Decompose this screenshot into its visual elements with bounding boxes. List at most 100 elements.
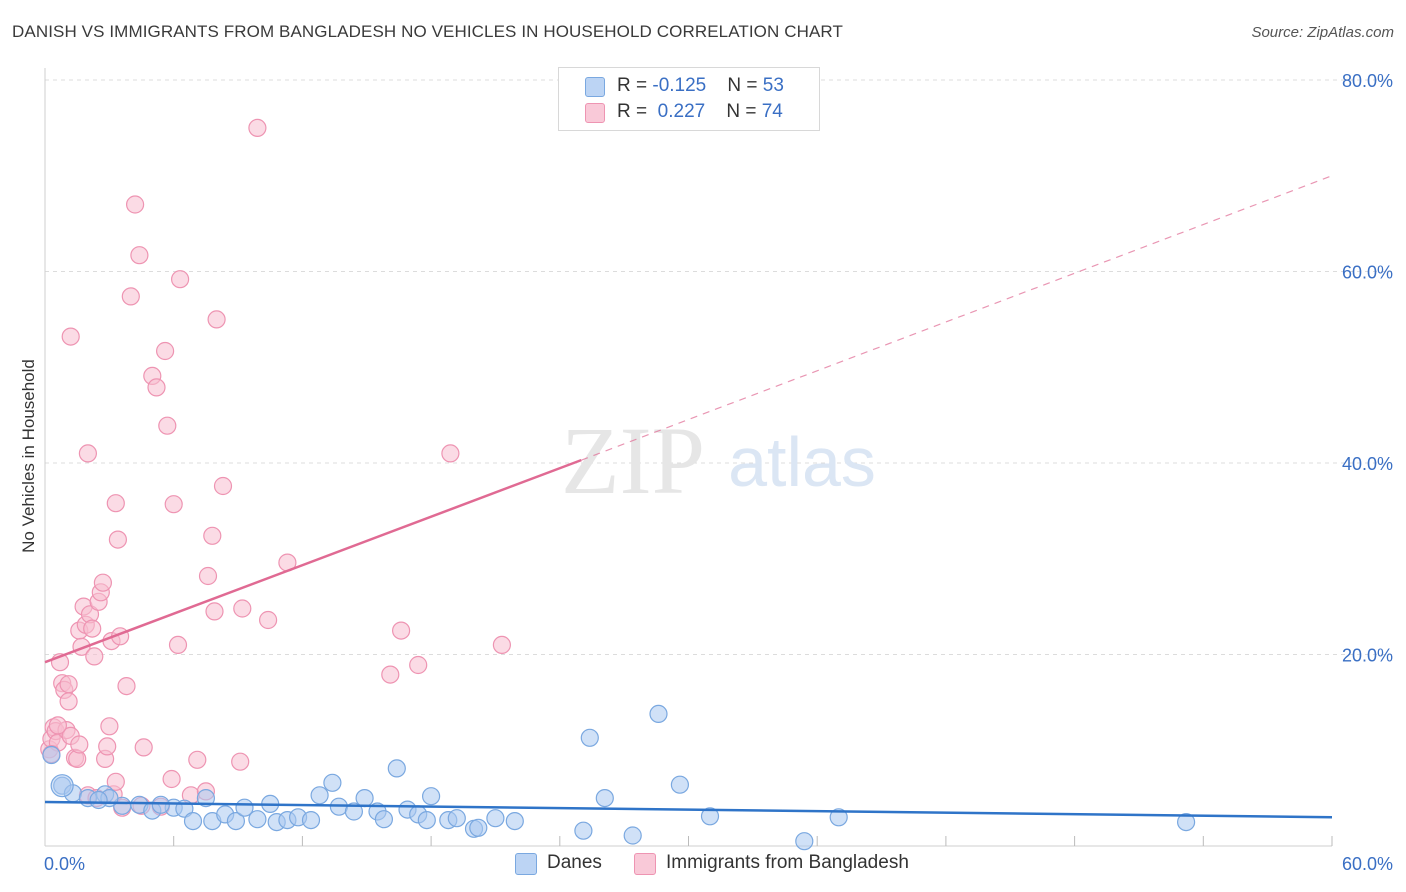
- y-tick-label-3: 80.0%: [1342, 71, 1393, 91]
- source-label[interactable]: Source: ZipAtlas.com: [1251, 24, 1394, 41]
- bangladesh-point-34: [106, 494, 125, 513]
- bangladesh-trend-extension: [581, 175, 1333, 461]
- danes-point-44: [649, 704, 668, 724]
- bangladesh-point-15: [70, 735, 89, 754]
- bangladesh-point-51: [164, 495, 183, 514]
- bangladesh-point-9: [59, 692, 78, 711]
- bangladesh-legend-label: Immigrants from Bangladesh: [666, 852, 909, 873]
- danes-point-23: [323, 773, 342, 792]
- danes-point-14: [226, 811, 245, 831]
- danes-point-51: [151, 795, 170, 814]
- danes-point-39: [505, 811, 524, 831]
- tick-labels: 20.0% 40.0% 60.0% 80.0% 0.0% 60.0%: [44, 71, 1393, 874]
- bangladesh-point-61: [213, 476, 233, 496]
- bangladesh-point-39: [117, 676, 136, 696]
- bangladesh-point-68: [392, 621, 411, 640]
- danes-point-25: [344, 802, 363, 821]
- correlation-legend: R = -0.125 N = 53 R = 0.227 N = 74: [558, 67, 820, 131]
- bangladesh-point-58: [203, 526, 222, 545]
- bangladesh-point-59: [205, 602, 224, 621]
- bangladesh-point-31: [100, 717, 119, 736]
- bangladesh-point-71: [492, 635, 511, 655]
- bangladesh-point-46: [147, 378, 166, 397]
- watermark-atlas: atlas: [728, 423, 876, 501]
- danes-point-46: [700, 807, 720, 826]
- series-bangladesh-points: [40, 118, 511, 817]
- danes-point-26: [355, 788, 374, 808]
- danes-point-29: [387, 759, 406, 778]
- danes-point-21: [301, 810, 321, 830]
- legend-row-bangladesh-text: R = 0.227 N = 74: [617, 101, 783, 122]
- danes-point-52: [89, 790, 108, 810]
- danes-point-42: [595, 788, 614, 808]
- series-danes-points: [42, 704, 1196, 851]
- bangladesh-point-64: [248, 118, 267, 138]
- bangladesh-point-60: [207, 310, 226, 329]
- danes-swatch: [585, 77, 605, 97]
- danes-point-33: [422, 787, 441, 806]
- bangladesh-point-24: [85, 647, 104, 666]
- danes-point-22: [310, 786, 329, 805]
- bangladesh-n-value: 74: [761, 101, 783, 122]
- bangladesh-legend-swatch: [634, 853, 656, 875]
- bangladesh-point-63: [233, 599, 252, 618]
- danes-point-large: [50, 774, 74, 798]
- danes-r-value: -0.125: [652, 75, 707, 96]
- bangladesh-point-49: [158, 416, 177, 435]
- bangladesh-point-12: [61, 327, 80, 346]
- y-tick-label-2: 60.0%: [1342, 263, 1393, 283]
- danes-point-16: [248, 810, 267, 829]
- danes-point-40: [574, 821, 593, 840]
- bangladesh-point-30: [98, 737, 117, 756]
- danes-point-47: [795, 832, 814, 851]
- danes-point-35: [447, 809, 466, 828]
- danes-point-11: [196, 788, 215, 808]
- y-tick-label-0: 20.0%: [1342, 646, 1393, 666]
- bangladesh-point-69: [409, 655, 428, 675]
- x-tick-label-1: 60.0%: [1342, 854, 1393, 874]
- danes-point-43: [623, 826, 642, 845]
- danes-point-38: [486, 809, 505, 828]
- danes-point-32: [417, 810, 436, 830]
- danes-point-48: [829, 808, 848, 827]
- x-tick-label-0: 0.0%: [44, 854, 85, 874]
- bangladesh-point-62: [231, 752, 250, 771]
- bangladesh-trend-line: [44, 458, 582, 664]
- bangladesh-point-36: [108, 530, 128, 549]
- chart-title: DANISH VS IMMIGRANTS FROM BANGLADESH NO …: [12, 22, 843, 41]
- bangladesh-point-65: [259, 610, 278, 630]
- series-legend: Danes Immigrants from Bangladesh: [0, 852, 1406, 878]
- bangladesh-point-42: [130, 246, 149, 265]
- danes-point-37: [469, 818, 488, 837]
- legend-row-danes-text: R = -0.125 N = 53: [617, 75, 784, 96]
- watermark-zip: ZIP: [561, 407, 705, 514]
- y-axis-label: No Vehicles in Household: [19, 359, 38, 553]
- bangladesh-point-20: [78, 444, 98, 463]
- axes: [44, 68, 1333, 847]
- bangladesh-point-53: [171, 270, 190, 289]
- bangladesh-point-41: [126, 195, 145, 214]
- bangladesh-point-57: [198, 566, 218, 586]
- y-tick-label-1: 40.0%: [1342, 454, 1393, 474]
- grid-lines: [45, 79, 1392, 655]
- bangladesh-point-73: [48, 716, 68, 735]
- trend-lines: [44, 175, 1333, 819]
- bangladesh-point-11: [59, 675, 78, 694]
- danes-point-0: [42, 745, 61, 765]
- bangladesh-point-40: [121, 287, 140, 306]
- bangladesh-point-35: [106, 772, 125, 791]
- danes-point-49: [1176, 812, 1196, 832]
- danes-trend-line: [44, 800, 1333, 819]
- danes-point-28: [374, 810, 393, 829]
- bangladesh-swatch: [585, 103, 605, 123]
- bangladesh-point-70: [441, 444, 460, 463]
- bangladesh-point-23: [83, 619, 102, 638]
- bangladesh-point-55: [188, 750, 207, 769]
- danes-legend-swatch: [515, 853, 537, 875]
- danes-point-45: [670, 775, 690, 794]
- bangladesh-point-52: [168, 635, 188, 655]
- danes-legend-label: Danes: [547, 852, 602, 873]
- bangladesh-r-value: 0.227: [652, 101, 706, 122]
- danes-point-41: [580, 728, 599, 747]
